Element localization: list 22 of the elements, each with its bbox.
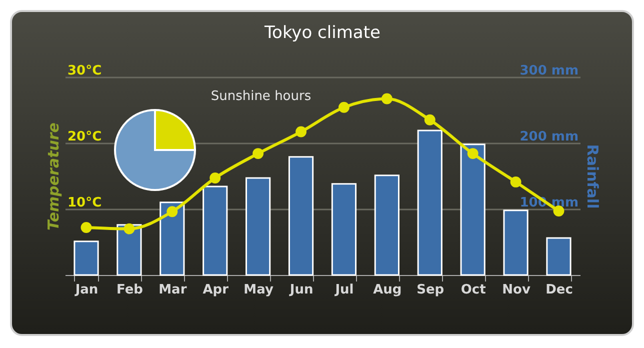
y-tick-label: 20°C <box>68 130 102 144</box>
slice-label: Sunshine hours <box>210 89 312 104</box>
x-tick-label: Feb <box>116 282 143 298</box>
y-axis-title: Temperature <box>44 122 62 230</box>
chart-title: Tokyo climate <box>264 23 380 43</box>
y-tick-label: 30°C <box>68 64 102 78</box>
y2-tick-label: 200 mm <box>520 130 578 144</box>
y2-tick-label: 300 mm <box>520 64 578 78</box>
x-tick-label: Dec <box>546 282 573 298</box>
x-tick-label: Jun <box>288 282 314 298</box>
y2-axis-title: Rainfall <box>584 144 602 209</box>
x-tick-label: Sep <box>416 282 444 298</box>
x-tick-label: Jul <box>334 282 354 298</box>
pie-slice <box>114 109 196 191</box>
x-tick-label: Apr <box>202 282 230 298</box>
x-tick-label: May <box>244 282 274 298</box>
x-tick-label: Nov <box>502 282 531 298</box>
x-tick-label: Jan <box>74 282 98 298</box>
x-tick-label: Mar <box>158 282 188 298</box>
y-tick-label: 10°C <box>68 196 102 210</box>
x-tick-label: Oct <box>460 282 486 298</box>
x-tick-label: Aug <box>373 282 402 298</box>
